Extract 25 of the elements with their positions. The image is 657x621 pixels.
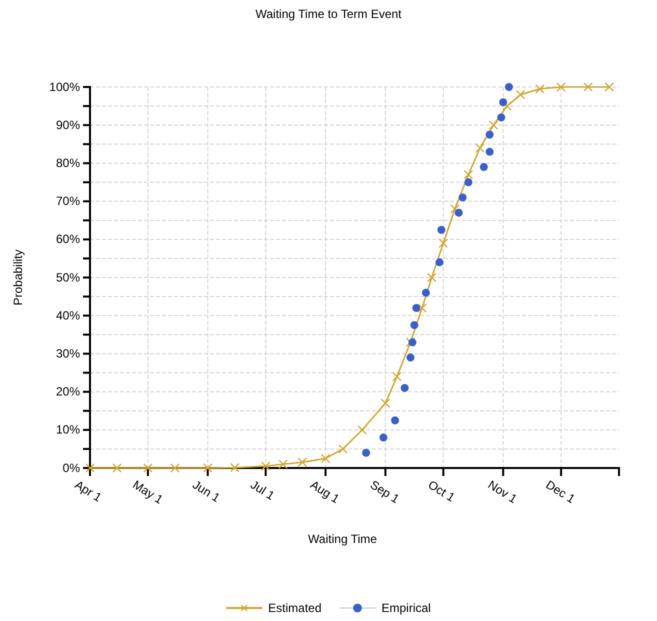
y-tick-label: 20%	[56, 384, 80, 399]
y-tick-label: 70%	[56, 194, 80, 208]
y-tick-label: 60%	[56, 232, 80, 246]
x-tick-label: Nov 1	[486, 478, 520, 506]
legend-label: Estimated	[268, 601, 322, 615]
y-tick-label: 50%	[56, 270, 80, 284]
y-tick-label: 40%	[56, 308, 80, 322]
x-tick-label: May 1	[130, 478, 166, 507]
x-tick-label: Sep 1	[368, 478, 402, 506]
x-axis-title: Waiting Time	[308, 532, 378, 546]
y-tick-label: 100%	[49, 80, 80, 94]
x-tick-label: Apr 1	[72, 478, 104, 505]
x-tick-label: Aug 1	[308, 478, 342, 506]
x-tick-label: Oct 1	[426, 478, 458, 505]
chart-title: Waiting Time to Term Event	[255, 7, 402, 21]
x-tick-label: Dec 1	[543, 478, 578, 506]
y-axis-title: Probability	[11, 249, 25, 306]
y-tick-label: 10%	[56, 422, 80, 437]
x-tick-label: Jun 1	[190, 478, 223, 506]
y-tick-label: 90%	[56, 118, 80, 132]
y-tick-label: 80%	[56, 156, 80, 170]
legend-label: Empirical	[382, 601, 431, 615]
x-tick-label: Jul 1	[248, 478, 278, 504]
y-tick-label: 0%	[62, 460, 80, 475]
y-tick-label: 30%	[56, 346, 80, 361]
